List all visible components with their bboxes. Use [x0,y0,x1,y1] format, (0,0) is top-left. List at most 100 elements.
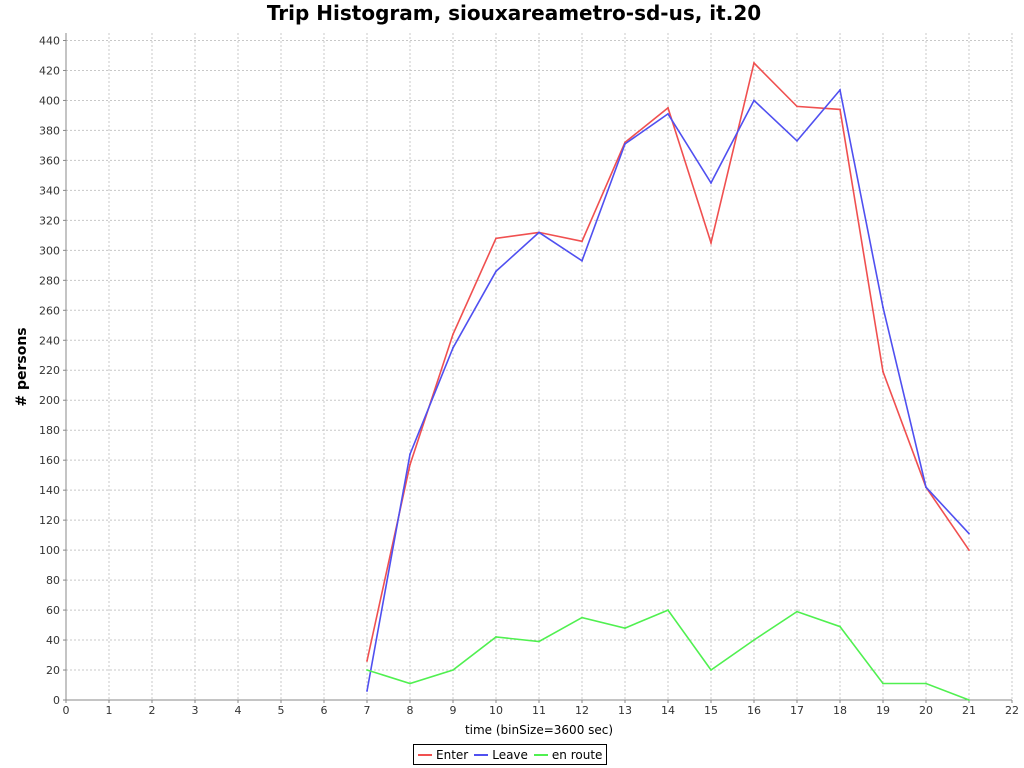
data-point-leave [710,181,712,184]
data-point-enter [796,105,798,108]
y-tick-label: 420 [39,64,60,77]
x-tick-label: 14 [661,704,675,717]
x-tick-label: 12 [575,704,589,717]
data-point-en-route [667,609,669,611]
y-tick-label: 260 [39,304,60,317]
x-tick-label: 3 [192,704,199,717]
legend-item-enter: Enter [418,748,468,762]
x-tick-label: 16 [747,704,761,717]
x-tick-label: 20 [919,704,933,717]
y-tick-label: 60 [46,604,60,617]
y-tick-label: 80 [46,574,60,587]
data-point-enter [882,370,884,373]
chart-title: Trip Histogram, siouxareametro-sd-us, it… [267,1,761,25]
data-point-en-route [452,669,454,671]
data-point-leave [667,113,669,115]
data-point-en-route [796,610,798,613]
data-point-enter [581,240,583,243]
legend-item-leave: Leave [474,748,528,762]
y-tick-label: 340 [39,184,60,197]
y-tick-label: 300 [39,244,60,257]
data-point-enter [667,107,669,109]
y-tick-label: 100 [39,544,60,557]
x-tick-label: 10 [489,704,503,717]
legend-label-en-route: en route [551,747,603,762]
x-tick-label: 2 [149,704,156,717]
y-axis-label: # persons [14,327,30,406]
data-point-leave [839,89,841,91]
legend-swatch-leave [474,753,489,756]
data-point-en-route [581,616,583,619]
y-tick-label: 40 [46,634,60,647]
x-tick-label: 17 [790,704,804,717]
data-point-leave [409,453,411,456]
data-point-en-route [882,682,884,685]
y-tick-label: 360 [39,154,60,167]
data-point-enter [710,241,712,244]
x-tick-label: 22 [1005,704,1019,717]
legend-item-en-route: en route [533,747,603,762]
data-point-en-route [409,682,411,685]
data-point-leave [624,143,626,145]
x-tick-label: 5 [278,704,285,717]
data-point-enter [452,333,454,336]
x-tick-label: 8 [407,704,414,717]
y-tick-label: 380 [39,124,60,137]
y-tick-label: 400 [39,94,60,107]
data-point-enter [495,237,497,240]
data-point-enter [366,660,368,662]
x-tick-label: 1 [106,704,113,717]
x-tick-label: 0 [63,704,70,717]
x-tick-label: 19 [876,704,890,717]
x-tick-label: 9 [450,704,457,717]
y-tick-label: 120 [39,514,60,527]
y-tick-label: 320 [39,214,60,227]
y-tick-label: 280 [39,274,60,287]
legend: Enter Leave en route [413,744,608,765]
y-tick-label: 220 [39,364,60,377]
legend-label-enter: Enter [436,747,469,762]
data-point-en-route [839,625,841,628]
y-tick-label: 0 [53,694,60,707]
data-point-leave [495,270,497,273]
data-point-enter [839,108,841,111]
legend-swatch-en-route [533,753,548,756]
data-point-leave [581,259,583,262]
data-point-enter [968,549,970,552]
data-point-en-route [925,682,927,685]
y-tick-label: 180 [39,424,60,437]
y-tick-label: 160 [39,454,60,467]
x-tick-label: 11 [532,704,546,717]
data-point-enter [409,463,411,466]
y-tick-label: 200 [39,394,60,407]
x-tick-label: 4 [235,704,242,717]
legend-label-leave: Leave [492,747,528,762]
data-point-leave [452,346,454,349]
data-point-leave [796,140,798,142]
data-point-leave [968,532,970,535]
data-point-en-route [710,669,712,671]
data-point-en-route [624,627,626,629]
legend-swatch-enter [418,753,432,756]
x-tick-label: 7 [364,704,371,717]
y-tick-label: 440 [39,34,60,47]
y-tick-label: 240 [39,334,60,347]
data-point-leave [753,99,755,102]
x-tick-label: 6 [321,704,328,717]
y-tick-label: 20 [46,664,60,677]
axes: 0 1 2 3 4 5 6 7 8 9 10 11 12 13 14 15 16 17 18 19 20 21 220204… [39,33,1019,717]
data-point-leave [925,486,927,489]
data-point-en-route [538,640,540,643]
x-tick-label: 18 [833,704,847,717]
series [366,61,970,701]
x-tick-label: 21 [962,704,976,717]
grid [65,33,1013,701]
data-point-en-route [968,699,970,701]
x-axis-label: time (binSize=3600 sec) [465,723,613,737]
data-point-leave [366,690,368,692]
y-tick-label: 140 [39,484,60,497]
data-point-en-route [495,636,497,638]
data-point-leave [538,231,540,234]
data-point-en-route [366,669,368,671]
